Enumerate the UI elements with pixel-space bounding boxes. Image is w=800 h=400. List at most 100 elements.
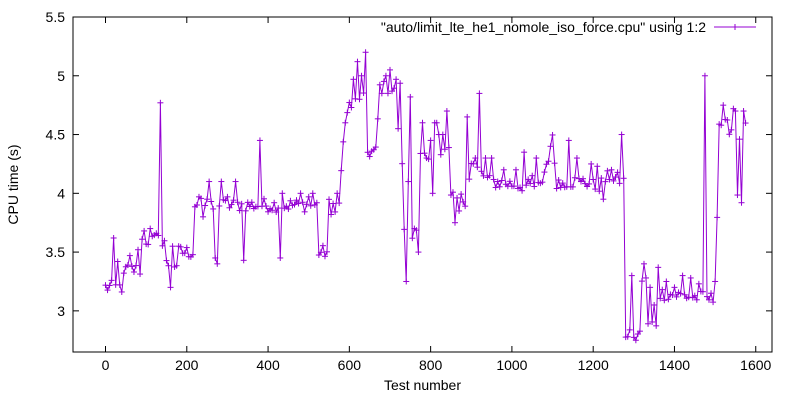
- data-point: [419, 119, 426, 126]
- x-tick-label: 0: [102, 357, 110, 373]
- data-point: [647, 284, 654, 291]
- data-point: [569, 183, 576, 190]
- data-point: [604, 167, 611, 174]
- data-point: [523, 182, 530, 189]
- data-point: [374, 115, 381, 122]
- data-point: [297, 190, 304, 197]
- data-point: [415, 249, 422, 256]
- data-point: [706, 296, 713, 303]
- data-point: [126, 252, 133, 259]
- data-point: [307, 202, 314, 209]
- y-axis-ticks: 3 3.5 4 4.5 5 5.5: [46, 9, 772, 319]
- data-point: [472, 155, 479, 162]
- data-point: [521, 149, 528, 156]
- y-tick-label: 3.5: [46, 244, 66, 260]
- data-point: [740, 108, 747, 115]
- data-point: [285, 206, 292, 213]
- data-point: [405, 178, 412, 185]
- data-point: [409, 235, 416, 242]
- data-point: [116, 281, 123, 288]
- data-point: [632, 337, 639, 344]
- data-point: [655, 264, 662, 271]
- data-point: [350, 76, 357, 83]
- data-point: [616, 180, 623, 187]
- data-point: [232, 178, 239, 185]
- data-point: [677, 290, 684, 297]
- x-tick-label: 200: [175, 357, 199, 373]
- data-point: [602, 178, 609, 185]
- data-point: [216, 202, 223, 209]
- data-point: [376, 81, 383, 88]
- data-point: [531, 183, 538, 190]
- data-point: [118, 288, 125, 295]
- data-point: [638, 278, 645, 285]
- data-point: [147, 225, 154, 232]
- data-point: [437, 151, 444, 158]
- data-point: [193, 202, 200, 209]
- data-point: [161, 237, 168, 244]
- data-point: [478, 168, 485, 175]
- data-point: [651, 301, 658, 308]
- data-point: [120, 270, 127, 277]
- data-point: [173, 262, 180, 269]
- data-point: [736, 136, 743, 143]
- legend: "auto/limit_lte_he1_nomole_iso_force.cpu…: [381, 19, 756, 35]
- data-point: [275, 205, 282, 212]
- data-point: [157, 99, 164, 106]
- data-point: [206, 178, 213, 185]
- data-point: [551, 160, 558, 167]
- data-point: [128, 263, 135, 270]
- x-tick-label: 1400: [659, 357, 690, 373]
- data-point: [553, 185, 560, 192]
- data-point: [342, 119, 349, 126]
- data-point: [256, 137, 263, 144]
- data-point: [580, 175, 587, 182]
- data-point: [429, 190, 436, 197]
- data-point: [452, 219, 459, 226]
- plot-frame: [72, 16, 773, 353]
- series-layer: [102, 49, 749, 344]
- data-point: [169, 243, 176, 250]
- data-point: [218, 178, 225, 185]
- data-point: [263, 203, 270, 210]
- data-point: [238, 200, 245, 207]
- data-point: [340, 138, 347, 145]
- data-point: [606, 176, 613, 183]
- data-point: [456, 207, 463, 214]
- data-point: [403, 278, 410, 285]
- series-line: [105, 52, 747, 342]
- data-point: [466, 176, 473, 183]
- data-point: [326, 196, 333, 203]
- data-point: [555, 177, 562, 184]
- data-point: [106, 282, 113, 289]
- data-point: [512, 166, 519, 173]
- data-point: [533, 155, 540, 162]
- data-point: [458, 191, 465, 198]
- data-point: [710, 299, 717, 306]
- data-point: [659, 286, 666, 293]
- data-point: [732, 108, 739, 115]
- data-point: [573, 155, 580, 162]
- data-point: [139, 236, 146, 243]
- data-point: [494, 178, 501, 185]
- data-point: [547, 143, 554, 150]
- x-tick-label: 1600: [740, 357, 771, 373]
- data-point: [273, 209, 280, 216]
- data-point: [230, 197, 237, 204]
- data-point: [703, 293, 710, 300]
- data-point: [624, 333, 631, 340]
- data-point: [303, 201, 310, 208]
- data-point: [108, 277, 115, 284]
- data-point: [407, 93, 414, 100]
- data-point: [549, 131, 556, 138]
- data-point: [242, 207, 249, 214]
- data-point: [586, 180, 593, 187]
- data-point: [454, 194, 461, 201]
- data-point: [649, 318, 656, 325]
- data-point: [460, 198, 467, 205]
- data-point: [177, 243, 184, 250]
- data-point: [510, 183, 517, 190]
- data-point: [124, 262, 131, 269]
- data-point: [287, 197, 294, 204]
- data-point: [738, 199, 745, 206]
